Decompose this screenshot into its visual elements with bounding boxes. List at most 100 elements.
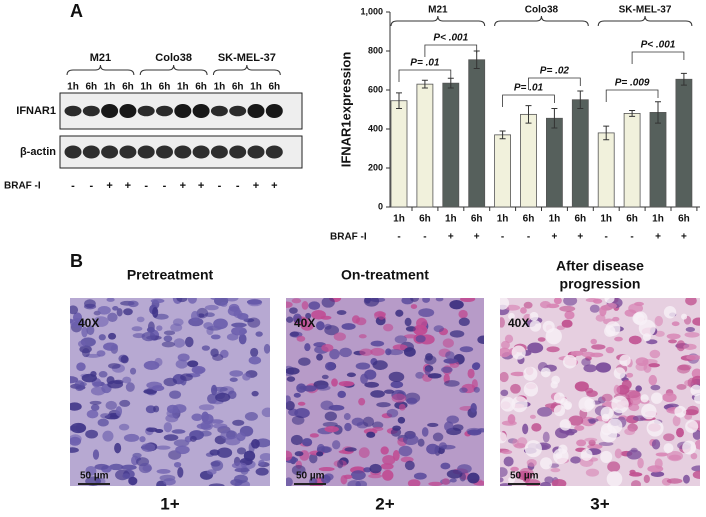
cell-nucleus [96, 350, 106, 357]
blot-band [119, 145, 137, 159]
cell-nucleus [398, 445, 413, 457]
cell-nucleus [442, 338, 454, 348]
vacuole [545, 328, 562, 345]
cell-nucleus [647, 465, 664, 473]
cell-nucleus [690, 452, 698, 460]
cell-nucleus [201, 411, 209, 422]
cell-nucleus [584, 387, 594, 394]
cell-nucleus [394, 335, 408, 344]
cell-nucleus [76, 362, 86, 372]
cell-nucleus [92, 449, 100, 460]
cell-nucleus [605, 302, 617, 309]
cell-nucleus [510, 383, 521, 394]
cell-nucleus [163, 330, 176, 336]
cell-nucleus [333, 332, 346, 341]
cell-nucleus [691, 375, 700, 385]
cell-nucleus [242, 373, 251, 381]
cell-nucleus [107, 312, 118, 322]
vacuole [551, 375, 560, 385]
treatment-sign: + [474, 232, 480, 243]
cell-nucleus [449, 478, 457, 483]
treatment-sign: + [448, 232, 454, 243]
cell-nucleus [512, 438, 519, 448]
cell-nucleus [676, 427, 684, 438]
cell-nucleus [444, 380, 460, 387]
cell-nucleus [294, 451, 304, 457]
cell-nucleus [184, 436, 192, 443]
scale-bar-label: 50 µm [296, 471, 325, 482]
cell-nucleus [459, 387, 468, 393]
cell-nucleus [592, 298, 603, 304]
magnification: 40X [78, 316, 99, 330]
brace [390, 15, 486, 27]
significance-bracket [631, 51, 685, 64]
cell-nucleus [191, 365, 206, 374]
cell-nucleus [70, 447, 79, 453]
cell-nucleus [395, 309, 404, 317]
cell-nucleus [293, 313, 302, 324]
cell-nucleus [119, 399, 131, 407]
cell-nucleus [141, 331, 156, 342]
image-title: After disease [556, 258, 644, 274]
cell-nucleus [296, 335, 306, 342]
cell-nucleus [81, 373, 98, 383]
cell-nucleus [386, 408, 399, 418]
cell-nucleus [227, 306, 241, 317]
treatment-sign: - [630, 232, 633, 243]
cell-nucleus [70, 376, 79, 384]
treatment-sign: - [605, 232, 608, 243]
vacuole [685, 420, 699, 434]
cell-nucleus [445, 351, 455, 360]
cell-nucleus [81, 326, 88, 338]
cell-nucleus [337, 459, 344, 469]
vacuole [605, 321, 621, 337]
cell-nucleus [587, 418, 599, 423]
cell-nucleus [467, 472, 480, 484]
cell-nucleus [358, 397, 366, 406]
bar [649, 112, 667, 208]
cell-nucleus [507, 414, 516, 425]
p-value: P< .001 [641, 40, 676, 51]
cell-nucleus [425, 353, 433, 361]
treatment-sign: - [236, 180, 240, 192]
cell-nucleus [477, 428, 484, 433]
cell-nucleus [161, 341, 175, 348]
cell-nucleus [561, 319, 573, 328]
error-bar [396, 92, 402, 110]
cell-nucleus [286, 450, 293, 461]
cell-nucleus [477, 335, 484, 344]
cell-nucleus [403, 334, 418, 339]
cell-nucleus [116, 308, 123, 317]
cell-nucleus [247, 317, 261, 328]
cell-nucleus [539, 301, 551, 309]
cell-nucleus [115, 406, 123, 417]
cell-nucleus [666, 333, 681, 340]
cell-nucleus [324, 325, 340, 336]
cell-nucleus [500, 477, 504, 483]
cell-nucleus [358, 334, 367, 339]
cell-nucleus [692, 470, 700, 479]
cell-nucleus [321, 374, 329, 380]
cell-nucleus [510, 371, 526, 377]
cell-nucleus [231, 322, 247, 328]
cell-nucleus [649, 349, 661, 359]
bar [623, 113, 641, 208]
cell-nucleus [676, 384, 687, 390]
cell-nucleus [686, 354, 700, 360]
cell-nucleus [97, 306, 111, 315]
cell-nucleus [146, 427, 158, 433]
cell-nucleus [197, 313, 205, 318]
cell-nucleus [204, 304, 219, 311]
treatment-sign: - [218, 180, 222, 192]
bar [520, 113, 537, 208]
cell-nucleus [683, 409, 699, 416]
error-bar [577, 90, 584, 110]
cell-nucleus [109, 463, 124, 471]
cell-nucleus [70, 305, 79, 315]
cell-nucleus [173, 461, 182, 468]
cell-nucleus [123, 308, 133, 316]
cell-nucleus [668, 454, 682, 461]
bar [390, 100, 408, 208]
cell-nucleus [654, 330, 665, 337]
cell-nucleus [551, 478, 567, 486]
